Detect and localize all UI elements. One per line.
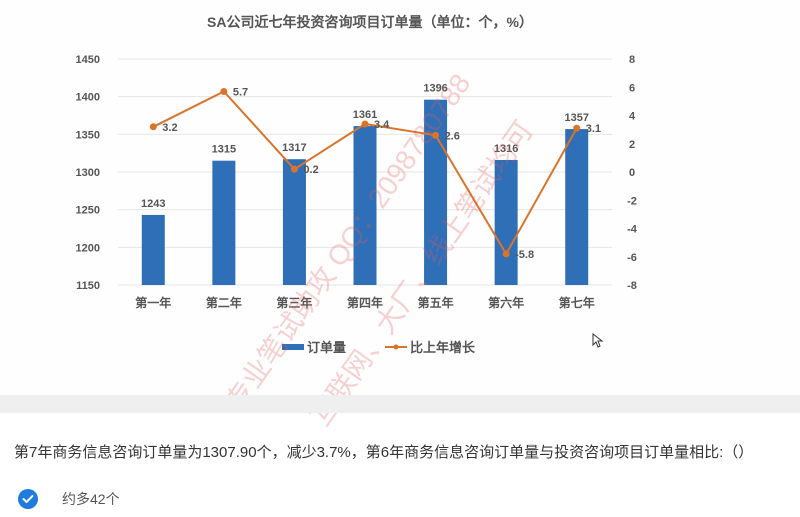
bar (212, 160, 236, 285)
bar (282, 159, 306, 285)
left-axis-tick: 1350 (76, 129, 100, 141)
line-value-label: 3.4 (374, 119, 390, 131)
bar-value-label: 1317 (282, 142, 306, 154)
right-axis-tick: 0 (629, 167, 635, 179)
line-marker (573, 124, 581, 132)
legend-line-label: 比上年增长 (410, 340, 476, 355)
line-marker (149, 123, 157, 131)
bar-value-label: 1243 (141, 198, 165, 210)
bar-value-label: 1361 (353, 109, 377, 121)
bar (494, 159, 518, 285)
line-marker (361, 120, 369, 128)
right-axis-tick: 6 (629, 82, 635, 94)
line-marker (290, 165, 298, 173)
legend-bar-label: 订单量 (307, 340, 346, 355)
line-value-label: 3.1 (586, 123, 601, 135)
line-marker (502, 250, 510, 258)
bar (141, 214, 165, 285)
right-axis-tick: 2 (629, 139, 635, 151)
left-axis-tick: 1150 (76, 280, 100, 292)
line-value-label: 2.6 (445, 130, 460, 142)
right-axis-tick: -2 (627, 195, 637, 207)
right-axis-tick: -4 (627, 224, 638, 236)
chart-panel: SA公司近七年投资咨询项目订单量（单位：个，%） 1450 1400 1350 130… (75, 14, 638, 355)
left-axis-tick: 1250 (76, 205, 100, 217)
bar-value-label: 1357 (564, 112, 588, 124)
line-value-label: 3.2 (162, 122, 177, 134)
category-label: 第三年 (276, 295, 312, 310)
bar-value-label: 1316 (494, 143, 518, 155)
category-label: 第一年 (135, 295, 171, 310)
question-text: 第7年商务信息咨询订单量为1307.90个，减少3.7%，第6年商务信息咨询订单… (14, 444, 754, 461)
category-label: 第七年 (559, 295, 595, 310)
bar-value-label: 1396 (423, 83, 447, 95)
answer-option[interactable]: 约多42个 (18, 489, 120, 509)
option-label: 约多42个 (62, 491, 120, 507)
right-axis-tick: -6 (627, 252, 637, 264)
left-axis-tick: 1200 (76, 242, 100, 254)
right-axis-tick: -8 (627, 280, 637, 292)
check-circle-icon[interactable] (18, 489, 38, 509)
left-axis-tick: 1450 (76, 54, 100, 66)
category-label: 第四年 (347, 295, 383, 310)
category-label: 第二年 (206, 295, 242, 310)
left-axis-tick: 1400 (76, 92, 100, 104)
line-marker (432, 131, 440, 139)
right-axis-tick: 8 (629, 54, 635, 66)
line-value-label: -5.8 (515, 249, 534, 261)
bar (565, 129, 589, 285)
line-value-label: 0.2 (303, 164, 318, 176)
chart-title: SA公司近七年投资咨询项目订单量（单位：个，%） (207, 14, 533, 30)
mouse-cursor-icon (592, 333, 604, 348)
bar (424, 99, 448, 286)
line-marker (220, 87, 228, 95)
divider (0, 395, 800, 413)
line-value-label: 5.7 (233, 86, 248, 98)
category-label: 第六年 (488, 295, 524, 310)
right-axis-tick: 4 (629, 111, 636, 123)
combo-chart: 1450 1400 1350 1300 1250 1200 1150 8 6 4 2 0 -2 -4 -6 -… (76, 54, 638, 355)
bar-value-label: 1315 (212, 144, 236, 156)
left-axis-tick: 1300 (76, 167, 100, 179)
legend-bar-swatch-icon (282, 344, 304, 350)
category-label: 第五年 (418, 295, 454, 310)
bar (353, 126, 377, 286)
